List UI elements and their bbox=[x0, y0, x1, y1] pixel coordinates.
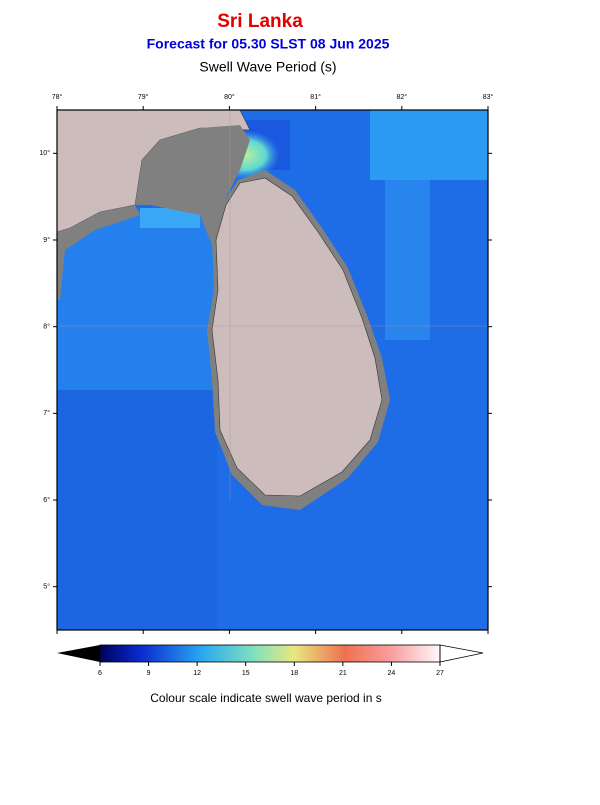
lat-tick-label: 7° bbox=[43, 409, 50, 417]
colorbar-caption: Colour scale indicate swell wave period … bbox=[150, 691, 381, 705]
lon-tick-label: 83° bbox=[483, 93, 494, 101]
lon-tick-label: 81° bbox=[310, 93, 321, 101]
lon-tick-label: 80° bbox=[224, 93, 235, 101]
colorbar-tick-label: 6 bbox=[98, 670, 102, 677]
lat-tick-label: 5° bbox=[43, 583, 50, 591]
colorbar bbox=[57, 644, 484, 663]
colorbar-tick-label: 21 bbox=[339, 670, 347, 677]
lat-tick-label: 9° bbox=[43, 236, 50, 244]
lat-tick-label: 8° bbox=[43, 323, 50, 331]
variable-title: Swell Wave Period (s) bbox=[199, 59, 336, 75]
lon-tick-label: 82° bbox=[397, 93, 408, 101]
land bbox=[56, 109, 488, 510]
lat-tick-label: 6° bbox=[43, 496, 50, 504]
colorbar-tick-label: 15 bbox=[242, 670, 250, 677]
colorbar-tick-label: 9 bbox=[147, 670, 151, 677]
colorbar-tick-label: 27 bbox=[436, 670, 444, 677]
colorbar-tick-label: 18 bbox=[290, 670, 298, 677]
map-frame bbox=[56, 109, 489, 631]
lat-tick-label: 10° bbox=[39, 149, 50, 157]
title: Sri Lanka bbox=[217, 11, 303, 32]
lon-tick-label: 78° bbox=[52, 93, 63, 101]
colorbar-tick-label: 12 bbox=[193, 670, 201, 677]
colorbar-tick-label: 24 bbox=[388, 670, 396, 677]
lon-tick-label: 79° bbox=[138, 93, 149, 101]
subtitle: Forecast for 05.30 SLST 08 Jun 2025 bbox=[147, 36, 390, 52]
